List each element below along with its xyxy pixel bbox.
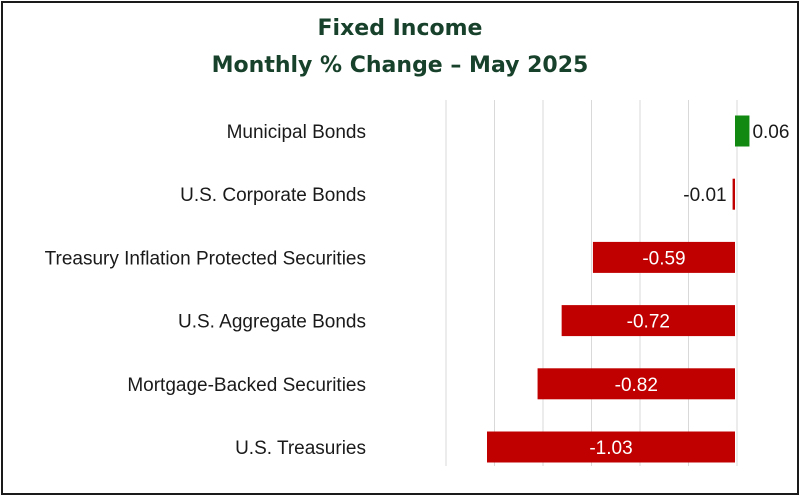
category-label: Mortgage-Backed Securities xyxy=(127,375,366,396)
bar xyxy=(732,178,735,210)
data-label: 0.06 xyxy=(752,122,789,143)
chart-title: Fixed Income xyxy=(317,16,483,41)
category-label: Municipal Bonds xyxy=(227,122,366,143)
bar xyxy=(561,305,735,337)
category-label: U.S. Corporate Bonds xyxy=(180,185,366,206)
chart-subtitle: Monthly % Change – May 2025 xyxy=(211,53,589,78)
data-label: -1.03 xyxy=(589,438,632,459)
bar xyxy=(537,368,735,400)
bar xyxy=(487,431,735,463)
data-label: -0.82 xyxy=(615,375,658,396)
category-label: Treasury Inflation Protected Securities xyxy=(45,248,366,269)
data-label: -0.72 xyxy=(627,312,670,333)
category-label: U.S. Aggregate Bonds xyxy=(178,312,366,333)
bar xyxy=(735,115,750,147)
category-label: U.S. Treasuries xyxy=(235,438,366,459)
data-label: -0.59 xyxy=(642,248,685,269)
bar xyxy=(592,241,735,273)
data-label: -0.01 xyxy=(683,185,726,206)
